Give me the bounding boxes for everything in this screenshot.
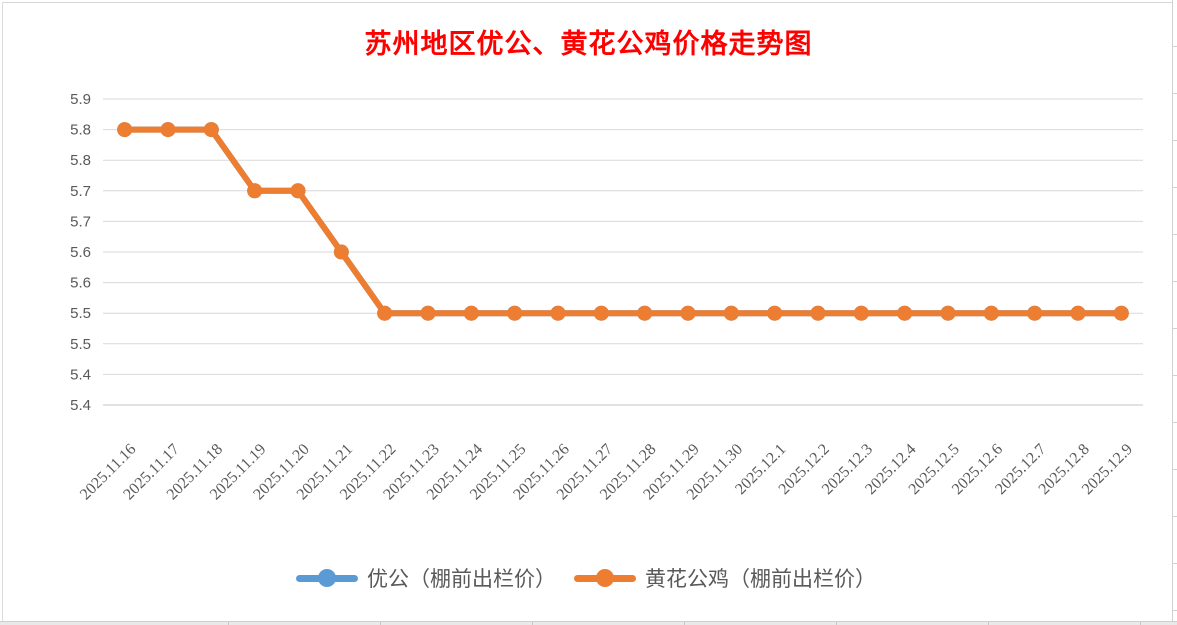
data-point-marker xyxy=(897,305,913,321)
legend-label-yougong: 优公（棚前出栏价） xyxy=(367,567,556,591)
data-point-marker xyxy=(1070,305,1086,321)
data-point-marker xyxy=(463,305,479,321)
data-point-marker xyxy=(723,305,739,321)
data-point-marker xyxy=(420,305,436,321)
data-point-marker xyxy=(160,122,176,138)
sheet-edge-bottom-border xyxy=(0,621,1177,625)
data-point-marker xyxy=(1027,305,1043,321)
data-point-marker xyxy=(550,305,566,321)
y-axis-tick-label: 5.5 xyxy=(70,336,91,353)
y-axis-tick-label: 5.7 xyxy=(70,213,91,230)
legend-item-huanghua-gongji[interactable]: 黄花公鸡（棚前出栏价） xyxy=(574,563,876,593)
line-marker-icon xyxy=(574,569,636,587)
legend-label-huanghua-gongji: 黄花公鸡（棚前出栏价） xyxy=(645,567,876,591)
legend-item-yougong[interactable]: 优公（棚前出栏价） xyxy=(296,563,556,593)
sheet-edge-left-border xyxy=(2,2,3,621)
data-point-marker xyxy=(810,305,826,321)
data-point-marker xyxy=(507,305,523,321)
data-point-marker xyxy=(983,305,999,321)
y-axis-tick-label: 5.4 xyxy=(70,397,91,414)
data-point-marker xyxy=(203,122,219,138)
data-point-marker xyxy=(940,305,956,321)
chart-legend: 优公（棚前出栏价） 黄花公鸡（棚前出栏价） xyxy=(0,563,1172,593)
y-axis-tick-label: 5.4 xyxy=(70,366,91,383)
data-point-marker xyxy=(1113,305,1129,321)
sheet-edge-right-border xyxy=(1172,0,1177,621)
y-axis-tick-label: 5.9 xyxy=(70,91,91,108)
y-axis-tick-label: 5.8 xyxy=(70,152,91,169)
data-point-marker xyxy=(247,183,263,199)
y-axis-tick-label: 5.7 xyxy=(70,183,91,200)
data-point-marker xyxy=(377,305,393,321)
data-point-marker xyxy=(853,305,869,321)
y-axis-tick-label: 5.5 xyxy=(70,305,91,322)
line-marker-icon xyxy=(296,569,358,587)
data-point-marker xyxy=(333,244,349,260)
y-axis-tick-label: 5.8 xyxy=(70,122,91,139)
sheet-edge-top-border xyxy=(2,2,1173,3)
y-axis-tick-label: 5.6 xyxy=(70,244,91,261)
data-point-marker xyxy=(117,122,133,138)
data-point-marker xyxy=(680,305,696,321)
data-point-marker xyxy=(637,305,653,321)
data-point-marker xyxy=(767,305,783,321)
data-point-marker xyxy=(593,305,609,321)
data-point-marker xyxy=(290,183,306,199)
chart-title: 苏州地区优公、黄花公鸡价格走势图 xyxy=(364,29,813,59)
y-axis-tick-label: 5.6 xyxy=(70,275,91,292)
